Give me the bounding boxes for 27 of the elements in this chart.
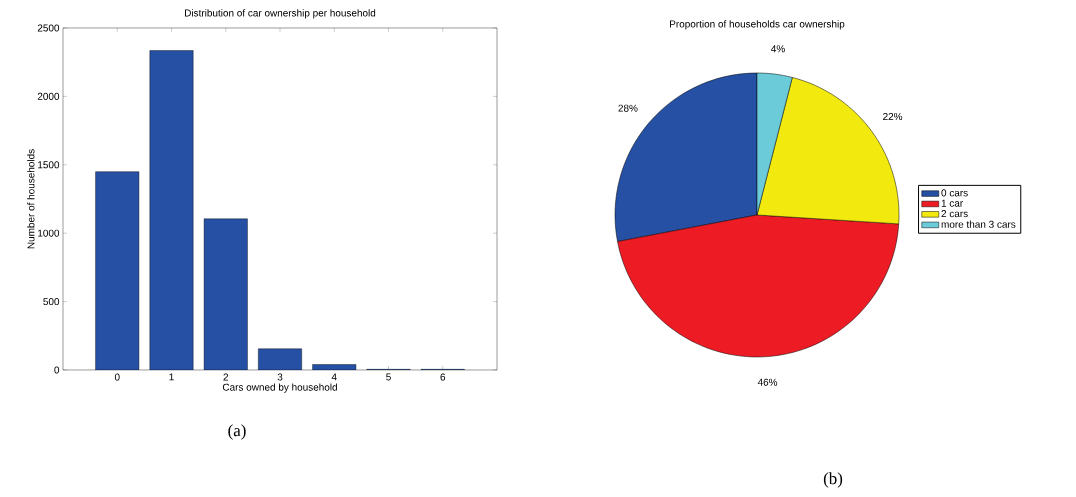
y-axis-title: Number of households: [27, 149, 35, 249]
legend-label: 1 car: [941, 199, 963, 207]
data-label: 4%: [771, 45, 785, 53]
y-tick-label: 1500: [38, 161, 60, 169]
x-tick-label: 0: [114, 373, 120, 381]
data-label: 46%: [757, 378, 778, 386]
y-tick-label: 2000: [37, 92, 60, 100]
x-tick-label: 6: [440, 373, 446, 381]
y-tick-label: 2500: [37, 24, 60, 32]
y-tick-label: 500: [43, 298, 60, 306]
x-axis-title: Cars owned by household: [222, 383, 337, 393]
legend-label: 0 cars: [941, 189, 968, 197]
y-tick-label: 1000: [38, 229, 60, 237]
chart-title: Proportion of households car ownership: [670, 20, 845, 30]
data-label: 22%: [883, 112, 903, 121]
x-tick-label: 3: [277, 373, 283, 381]
x-tick-label: 4: [331, 373, 337, 381]
legend-label: more than 3 cars: [941, 220, 1016, 228]
x-tick-label: 2: [223, 373, 229, 381]
text: (a): [228, 424, 246, 440]
y-tick-label: 0: [54, 366, 60, 374]
data-label: 28%: [618, 104, 638, 112]
chart-title: Distribution of car ownership per household: [185, 9, 376, 19]
x-tick-label: 1: [169, 373, 174, 381]
legend-label: 2 cars: [941, 210, 968, 218]
text: (b): [823, 472, 843, 488]
x-tick-label: 5: [386, 373, 391, 381]
